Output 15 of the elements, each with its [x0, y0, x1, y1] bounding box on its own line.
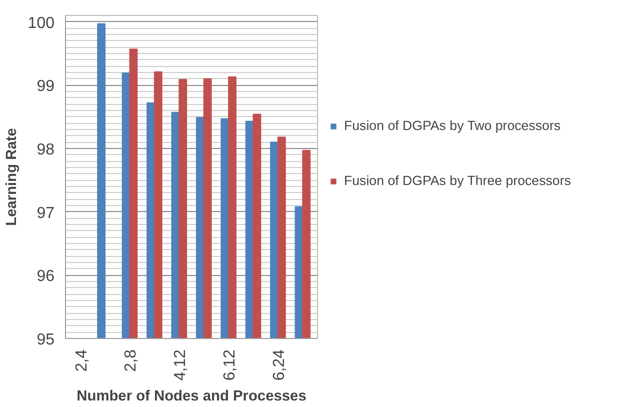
x-tick-label: 6,24	[270, 349, 288, 381]
y-axis-title: Learning Rate	[4, 128, 20, 226]
legend-label: Fusion of DGPAs by Three processors	[344, 173, 571, 188]
y-tick-label: 100	[28, 14, 55, 32]
x-axis-title: Number of Nodes and Processes	[76, 388, 306, 405]
legend-label: Fusion of DGPAs by Two processors	[344, 118, 561, 133]
y-tick-label: 95	[36, 332, 55, 348]
x-tick-label: 4,12	[172, 349, 190, 381]
x-tick-label: 6,12	[222, 349, 239, 381]
y-tick-label: 98	[36, 142, 55, 158]
y-tick-label: 97	[36, 204, 55, 222]
y-tick-label: 99	[36, 78, 55, 96]
y-tick-label: 96	[36, 268, 55, 286]
x-tick-label: 2,8	[122, 349, 140, 372]
x-tick-label: 2,4	[73, 349, 90, 372]
